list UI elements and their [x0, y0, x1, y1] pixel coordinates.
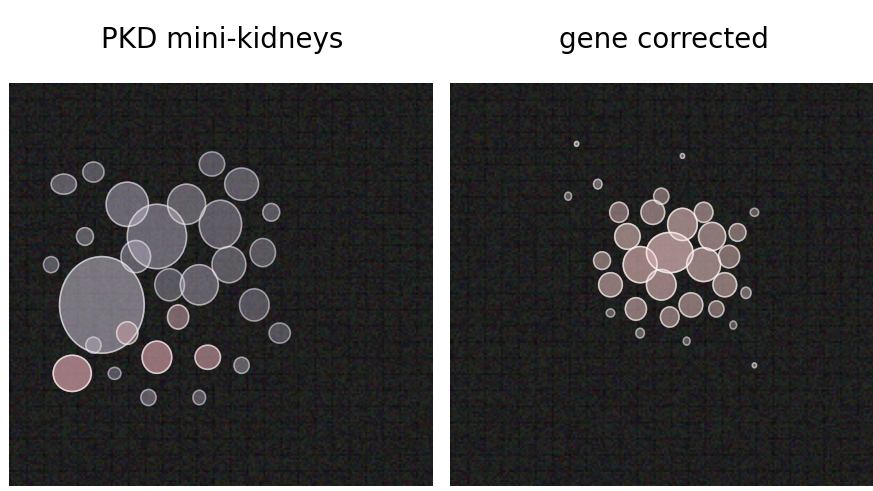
Ellipse shape — [615, 223, 640, 249]
Ellipse shape — [679, 293, 703, 317]
Ellipse shape — [684, 337, 690, 345]
Ellipse shape — [594, 252, 610, 270]
Ellipse shape — [647, 232, 693, 273]
Ellipse shape — [77, 228, 93, 246]
Ellipse shape — [53, 355, 92, 391]
Ellipse shape — [180, 265, 218, 305]
Ellipse shape — [741, 287, 751, 299]
Ellipse shape — [609, 202, 629, 222]
Ellipse shape — [83, 162, 104, 182]
Ellipse shape — [750, 208, 759, 217]
Ellipse shape — [199, 152, 224, 176]
Ellipse shape — [713, 273, 737, 297]
Ellipse shape — [623, 246, 657, 283]
Ellipse shape — [59, 257, 144, 353]
Ellipse shape — [269, 323, 291, 343]
Ellipse shape — [155, 269, 184, 301]
Ellipse shape — [51, 174, 77, 194]
Ellipse shape — [239, 289, 269, 321]
Ellipse shape — [193, 390, 206, 405]
Text: PKD mini-kidneys: PKD mini-kidneys — [101, 26, 344, 54]
Ellipse shape — [574, 141, 579, 146]
Ellipse shape — [127, 204, 187, 269]
Ellipse shape — [121, 241, 150, 273]
Ellipse shape — [718, 246, 739, 268]
Ellipse shape — [168, 184, 206, 224]
Ellipse shape — [250, 239, 276, 267]
Ellipse shape — [730, 321, 737, 329]
Ellipse shape — [636, 328, 644, 338]
Ellipse shape — [753, 363, 757, 368]
Ellipse shape — [263, 203, 279, 221]
Ellipse shape — [234, 357, 249, 373]
Ellipse shape — [729, 223, 746, 241]
Ellipse shape — [107, 182, 148, 226]
Ellipse shape — [195, 345, 220, 369]
Ellipse shape — [117, 322, 138, 344]
Ellipse shape — [687, 248, 720, 281]
Ellipse shape — [86, 337, 101, 353]
Ellipse shape — [141, 389, 156, 406]
Ellipse shape — [694, 202, 713, 222]
Ellipse shape — [668, 208, 698, 241]
Ellipse shape — [212, 246, 246, 283]
Ellipse shape — [199, 200, 242, 248]
Ellipse shape — [108, 367, 121, 380]
Ellipse shape — [661, 307, 679, 327]
Ellipse shape — [641, 200, 664, 224]
Ellipse shape — [647, 270, 676, 300]
Text: gene corrected: gene corrected — [559, 26, 768, 54]
Ellipse shape — [698, 222, 725, 250]
Ellipse shape — [709, 301, 724, 317]
Ellipse shape — [654, 188, 669, 204]
Ellipse shape — [594, 179, 602, 189]
Ellipse shape — [142, 341, 172, 373]
Ellipse shape — [168, 305, 189, 329]
Ellipse shape — [565, 192, 572, 200]
Ellipse shape — [44, 257, 58, 273]
Ellipse shape — [680, 154, 684, 159]
Ellipse shape — [606, 309, 615, 317]
Ellipse shape — [599, 273, 622, 297]
Ellipse shape — [625, 298, 647, 320]
Ellipse shape — [224, 168, 258, 200]
